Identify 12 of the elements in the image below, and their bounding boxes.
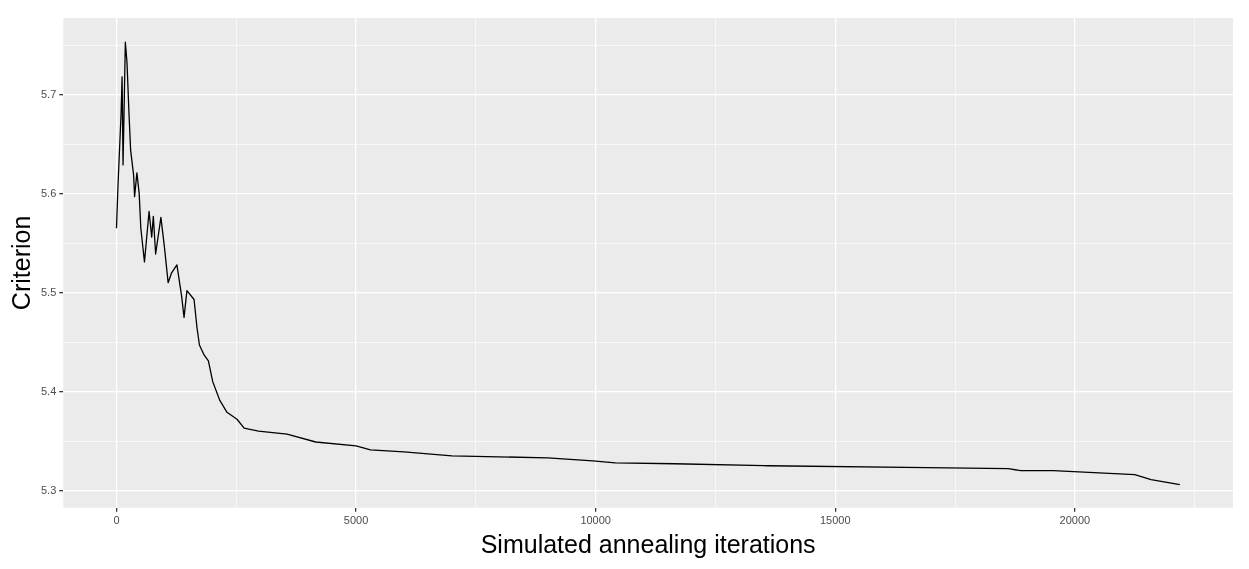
x-tick-label: 5000 xyxy=(343,514,369,527)
x-tick-label: 10000 xyxy=(580,514,611,527)
y-tick-label: 5.3 xyxy=(40,483,57,496)
y-tick-label: 5.7 xyxy=(40,87,57,100)
x-axis-title: Simulated annealing iterations xyxy=(480,529,816,558)
y-tick-label: 5.5 xyxy=(40,285,57,298)
x-tick-label: 15000 xyxy=(819,514,851,527)
y-axis-title: Criterion xyxy=(6,215,35,311)
x-tick-label: 20000 xyxy=(1059,514,1091,527)
y-tick-label: 5.4 xyxy=(40,384,57,397)
y-tick-label: 5.6 xyxy=(40,186,57,199)
x-tick-label: 0 xyxy=(113,514,120,527)
